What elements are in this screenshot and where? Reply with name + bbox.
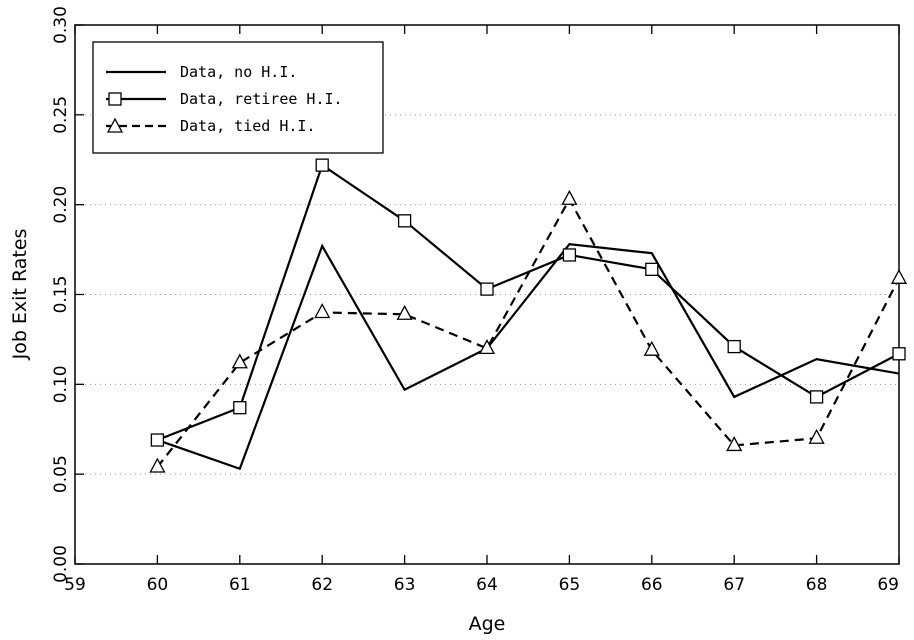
y-axis-title: Job Exit Rates xyxy=(9,229,31,361)
square-marker xyxy=(645,262,659,276)
y-tick-label: 0.05 xyxy=(51,455,71,493)
axis-ticks: 0.00 0.05 0.10 0.15 0.20 0.25 0.30 59 60 61 62 63 64… xyxy=(51,6,900,595)
x-tick-label: 64 xyxy=(476,575,498,595)
x-tick-label: 67 xyxy=(723,575,745,595)
triangle-marker xyxy=(314,303,331,319)
triangle-marker xyxy=(231,353,248,369)
series-2 xyxy=(149,189,908,473)
x-tick-label: 65 xyxy=(559,575,581,595)
y-tick-label: 0.25 xyxy=(51,96,71,134)
square-marker xyxy=(727,339,741,354)
x-tick-label: 68 xyxy=(806,575,828,595)
x-tick-label: 62 xyxy=(311,575,333,595)
legend-square-marker xyxy=(108,92,122,106)
y-tick-label: 0.10 xyxy=(51,365,71,403)
square-marker xyxy=(233,401,247,415)
y-tick-label: 0.30 xyxy=(51,6,71,44)
series-group xyxy=(149,158,908,473)
triangle-marker xyxy=(396,304,413,320)
square-marker xyxy=(315,158,329,172)
legend-box xyxy=(92,41,384,154)
triangle-marker xyxy=(561,189,578,205)
square-marker xyxy=(562,248,577,262)
legend-label-no-hi: Data, no H.I. xyxy=(180,63,297,81)
x-tick-label: 59 xyxy=(64,575,86,595)
x-tick-label: 69 xyxy=(877,575,899,595)
x-tick-label: 61 xyxy=(229,575,251,595)
series-0 xyxy=(157,243,900,471)
series-line xyxy=(156,163,900,442)
triangle-marker xyxy=(726,436,743,452)
legend-item-retiree-hi: Data, retiree H.I. xyxy=(106,90,343,108)
x-tick-label: 63 xyxy=(394,575,416,595)
legend-label-retiree-hi: Data, retiree H.I. xyxy=(180,90,343,108)
triangle-marker xyxy=(478,339,496,355)
series-line xyxy=(157,243,900,471)
legend: Data, no H.I. Data, retiree H.I. Data, t… xyxy=(92,41,384,154)
y-tick-label: 0.15 xyxy=(51,276,71,314)
square-marker xyxy=(809,390,824,404)
square-marker xyxy=(892,347,906,361)
legend-label-tied-hi: Data, tied H.I. xyxy=(180,117,315,135)
square-marker xyxy=(480,282,494,296)
legend-triangle-marker xyxy=(106,117,124,133)
triangle-marker xyxy=(643,340,660,356)
square-marker xyxy=(397,214,412,228)
x-axis-title: Age xyxy=(469,613,506,635)
legend-item-no-hi: Data, no H.I. xyxy=(106,63,297,81)
square-marker xyxy=(150,433,165,447)
triangle-marker xyxy=(149,457,166,473)
series-line xyxy=(156,196,900,468)
x-tick-label: 66 xyxy=(641,575,663,595)
triangle-marker xyxy=(890,268,908,284)
y-tick-label: 0.20 xyxy=(51,186,71,224)
y-tick-label: 0.00 xyxy=(51,545,71,583)
legend-item-tied-hi: Data, tied H.I. xyxy=(106,117,315,135)
x-tick-label: 60 xyxy=(147,575,169,595)
triangle-marker xyxy=(808,428,825,444)
